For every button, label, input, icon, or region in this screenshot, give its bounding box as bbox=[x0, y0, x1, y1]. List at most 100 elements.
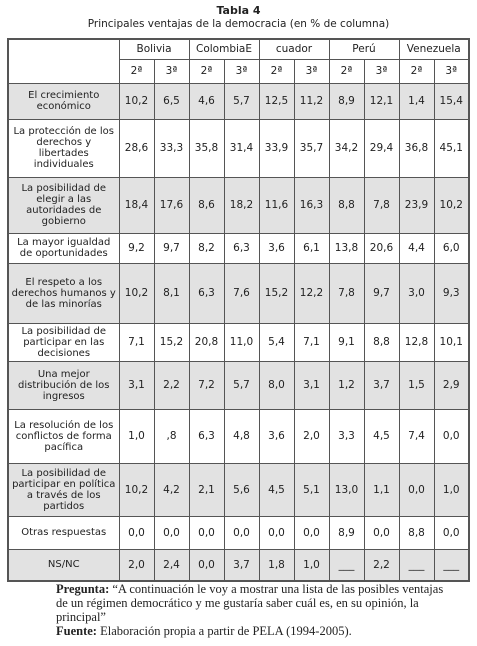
cell-value: 11,2 bbox=[293, 82, 330, 120]
cell-value: 3,7 bbox=[223, 548, 260, 582]
cell-value: 3,0 bbox=[398, 262, 435, 324]
cell-value: 28,6 bbox=[118, 118, 155, 178]
data-row: La posibilidad de participar en política… bbox=[7, 462, 470, 517]
cell-value: 0,0 bbox=[433, 408, 470, 464]
cell-value: 6,5 bbox=[153, 82, 190, 120]
wave-header: 3ª bbox=[293, 58, 330, 84]
row-label: La posibilidad de participar en política… bbox=[7, 462, 120, 517]
cell-value: 2,1 bbox=[188, 462, 225, 517]
cell-value: ___ bbox=[398, 548, 435, 582]
corner-cell bbox=[7, 38, 120, 84]
cell-value: 11,0 bbox=[223, 322, 260, 362]
cell-value: 9,2 bbox=[118, 232, 155, 264]
cell-value: 6,0 bbox=[433, 232, 470, 264]
cell-value: 1,4 bbox=[398, 82, 435, 120]
cell-value: 0,0 bbox=[258, 515, 295, 550]
table-subtitle: Principales ventajas de la democracia (e… bbox=[87, 18, 390, 30]
row-label: La protección de los derechos y libertad… bbox=[7, 118, 120, 178]
cell-value: 9,7 bbox=[363, 262, 400, 324]
cell-value: 29,4 bbox=[363, 118, 400, 178]
cell-value: 11,6 bbox=[258, 176, 295, 234]
cell-value: 34,2 bbox=[328, 118, 365, 178]
country-header: Bolivia bbox=[118, 38, 190, 60]
cell-value: 36,8 bbox=[398, 118, 435, 178]
cell-value: 2,4 bbox=[153, 548, 190, 582]
cell-value: 16,3 bbox=[293, 176, 330, 234]
country-header-row: Bolivia ColombiaE cuador Perú Venezuela bbox=[7, 38, 470, 84]
cell-value: 20,8 bbox=[188, 322, 225, 362]
cell-value: 1,5 bbox=[398, 360, 435, 410]
wave-header: 2ª bbox=[188, 58, 225, 84]
wave-header: 2ª bbox=[118, 58, 155, 84]
cell-value: 7,8 bbox=[328, 262, 365, 324]
table-title: Tabla 4 bbox=[216, 4, 261, 17]
cell-value: 2,2 bbox=[153, 360, 190, 410]
cell-value: 0,0 bbox=[118, 515, 155, 550]
cell-value: 9,3 bbox=[433, 262, 470, 324]
notes: Pregunta: “A continuación le voy a mostr… bbox=[56, 582, 456, 638]
cell-value: 0,0 bbox=[433, 515, 470, 550]
cell-value: 6,3 bbox=[188, 262, 225, 324]
cell-value: 1,0 bbox=[118, 408, 155, 464]
cell-value: 18,2 bbox=[223, 176, 260, 234]
row-label: El respeto a los derechos humanos y de l… bbox=[7, 262, 120, 324]
wave-header: 3ª bbox=[433, 58, 470, 84]
cell-value: ,8 bbox=[153, 408, 190, 464]
source-note: Fuente: Elaboración propia a partir de P… bbox=[56, 624, 456, 638]
data-row: El respeto a los derechos humanos y de l… bbox=[7, 262, 470, 324]
cell-value: 18,4 bbox=[118, 176, 155, 234]
cell-value: 0,0 bbox=[293, 515, 330, 550]
cell-value: 2,0 bbox=[118, 548, 155, 582]
data-row: NS/NC 2,0 2,4 0,0 3,7 1,8 1,0 ___ 2,2 ___ ___ bbox=[7, 548, 470, 582]
cell-value: 3,6 bbox=[258, 408, 295, 464]
cell-value: 8,2 bbox=[188, 232, 225, 264]
cell-value: 0,0 bbox=[223, 515, 260, 550]
cell-value: 9,7 bbox=[153, 232, 190, 264]
cell-value: 33,9 bbox=[258, 118, 295, 178]
cell-value: 8,8 bbox=[328, 176, 365, 234]
data-row: La posibilidad de participar en las deci… bbox=[7, 322, 470, 362]
data-row: Otras respuestas 0,0 0,0 0,0 0,0 0,0 0,0 8,9 0,0… bbox=[7, 515, 470, 550]
cell-value: 12,2 bbox=[293, 262, 330, 324]
cell-value: 6,1 bbox=[293, 232, 330, 264]
cell-value: 20,6 bbox=[363, 232, 400, 264]
cell-value: 5,1 bbox=[293, 462, 330, 517]
cell-value: 17,6 bbox=[153, 176, 190, 234]
cell-value: 3,1 bbox=[118, 360, 155, 410]
cell-value: 10,1 bbox=[433, 322, 470, 362]
cell-value: 8,0 bbox=[258, 360, 295, 410]
cell-value: 9,1 bbox=[328, 322, 365, 362]
cell-value: 4,8 bbox=[223, 408, 260, 464]
data-table: Bolivia ColombiaE cuador Perú Venezuela 2ª 3ª 2… bbox=[7, 38, 470, 582]
cell-value: 0,0 bbox=[363, 515, 400, 550]
question-note: Pregunta: “A continuación le voy a mostr… bbox=[56, 582, 456, 624]
row-label: El crecimiento económico bbox=[7, 82, 120, 120]
cell-value: ___ bbox=[433, 548, 470, 582]
cell-value: 6,3 bbox=[223, 232, 260, 264]
cell-value: 10,2 bbox=[433, 176, 470, 234]
cell-value: 0,0 bbox=[398, 462, 435, 517]
cell-value: 7,6 bbox=[223, 262, 260, 324]
source-text: Elaboración propia a partir de PELA (199… bbox=[100, 624, 352, 638]
cell-value: 8,9 bbox=[328, 515, 365, 550]
cell-value: 12,8 bbox=[398, 322, 435, 362]
cell-value: 4,6 bbox=[188, 82, 225, 120]
cell-value: 3,6 bbox=[258, 232, 295, 264]
cell-value: 12,5 bbox=[258, 82, 295, 120]
wave-header: 3ª bbox=[153, 58, 190, 84]
cell-value: 5,4 bbox=[258, 322, 295, 362]
cell-value: 1,1 bbox=[363, 462, 400, 517]
cell-value: 1,0 bbox=[293, 548, 330, 582]
cell-value: 8,8 bbox=[398, 515, 435, 550]
wave-header: 3ª bbox=[223, 58, 260, 84]
cell-value: 1,2 bbox=[328, 360, 365, 410]
cell-value: 3,1 bbox=[293, 360, 330, 410]
data-row: La mayor igualdad de oportunidades 9,2 9,7… bbox=[7, 232, 470, 264]
country-header: Perú bbox=[328, 38, 400, 60]
wave-header: 2ª bbox=[398, 58, 435, 84]
data-row: La protección de los derechos y libertad… bbox=[7, 118, 470, 178]
cell-value: 4,5 bbox=[363, 408, 400, 464]
cell-value: 4,4 bbox=[398, 232, 435, 264]
cell-value: 31,4 bbox=[223, 118, 260, 178]
